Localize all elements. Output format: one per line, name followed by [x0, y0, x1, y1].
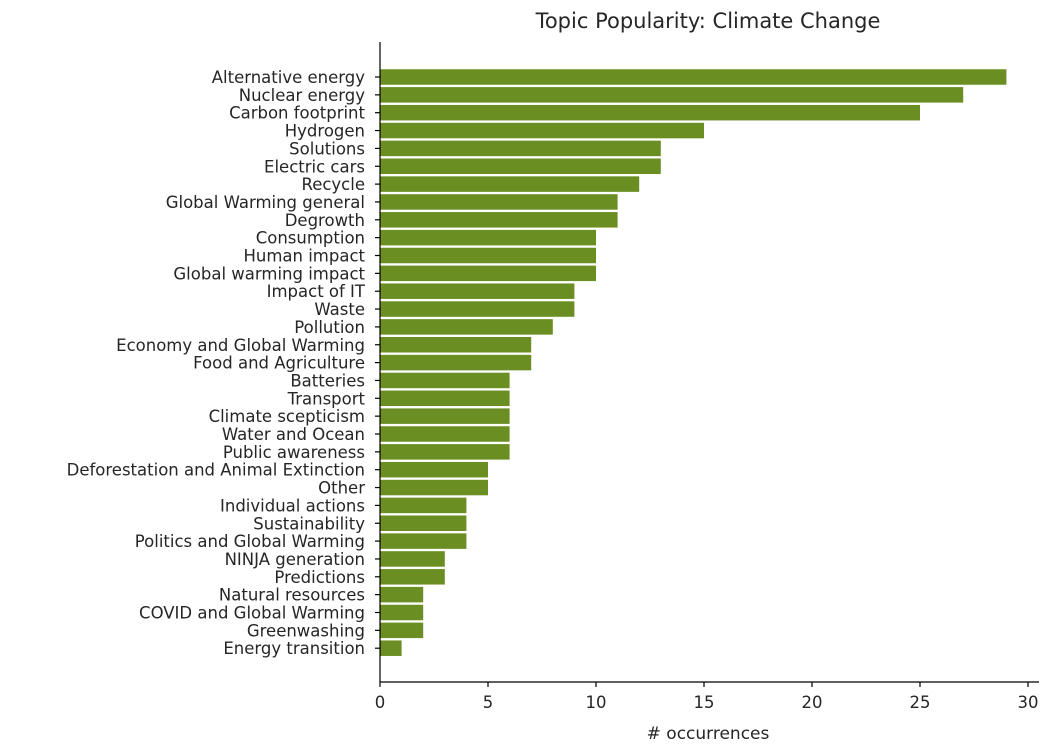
bar [380, 372, 510, 389]
bar [380, 122, 704, 139]
y-tick-label: Carbon footprint [229, 104, 365, 123]
bar [380, 140, 661, 157]
y-tick-label: COVID and Global Warming [139, 604, 365, 623]
y-tick-label: Impact of IT [267, 282, 366, 301]
chart-title: Topic Popularity: Climate Change [535, 9, 881, 33]
bar [380, 461, 488, 478]
bar [380, 408, 510, 424]
bar [380, 69, 1007, 85]
y-tick-label: Waste [314, 300, 365, 319]
bar [380, 426, 510, 442]
y-tick-label: Energy transition [223, 639, 365, 658]
y-tick-label: Alternative energy [212, 68, 365, 87]
bar [380, 479, 488, 496]
y-tick-label: Individual actions [220, 496, 365, 515]
bar [380, 622, 424, 639]
bar [380, 283, 575, 299]
bar [380, 212, 618, 228]
bar [380, 444, 510, 460]
y-tick-label: Human impact [243, 247, 365, 266]
x-tick-label: 20 [802, 693, 823, 712]
bar [380, 158, 661, 174]
y-tick-label: Natural resources [219, 586, 365, 605]
x-axis-ticks: 0 5 10 15 20 25 30 [375, 682, 1039, 712]
y-tick-label: Global Warming general [166, 193, 365, 212]
y-tick-label: Public awareness [223, 443, 365, 462]
y-tick-label: Other [318, 479, 365, 498]
y-tick-label: Electric cars [264, 157, 365, 176]
bar [380, 569, 445, 585]
x-tick-label: 10 [586, 693, 607, 712]
bar [380, 586, 424, 603]
bar [380, 337, 532, 353]
bar [380, 301, 575, 317]
bars-group [380, 69, 1007, 656]
bar [380, 265, 596, 282]
y-tick-label: Hydrogen [285, 122, 365, 141]
x-tick-label: 15 [694, 693, 715, 712]
bar [380, 176, 640, 192]
bar [380, 390, 510, 407]
y-tick-label: Politics and Global Warming [135, 532, 365, 551]
bar [380, 104, 920, 121]
y-tick-label: NINJA generation [225, 550, 365, 569]
bar [380, 319, 553, 335]
y-tick-label: Recycle [301, 175, 365, 194]
y-tick-label: Deforestation and Animal Extinction [67, 461, 365, 480]
y-tick-label: Batteries [290, 371, 365, 390]
y-tick-label: Food and Agriculture [193, 354, 365, 373]
x-tick-label: 25 [910, 693, 931, 712]
x-tick-label: 30 [1018, 693, 1039, 712]
bar [380, 87, 964, 103]
y-tick-label: Consumption [256, 229, 365, 248]
bar [380, 247, 596, 264]
bar [380, 515, 467, 531]
y-tick-label: Pollution [294, 318, 365, 337]
y-tick-label: Climate scepticism [209, 407, 365, 426]
x-tick-label: 5 [483, 693, 494, 712]
bar [380, 551, 445, 567]
x-axis-label: # occurrences [647, 724, 770, 744]
bar [380, 354, 532, 371]
bar [380, 194, 618, 210]
y-tick-label: Degrowth [285, 211, 365, 230]
y-tick-label: Solutions [289, 139, 365, 158]
y-tick-label: Predictions [274, 568, 365, 587]
y-tick-label: Sustainability [253, 514, 365, 533]
y-tick-label: Water and Ocean [222, 425, 365, 444]
bar [380, 533, 467, 549]
bar [380, 229, 596, 246]
y-tick-label: Transport [287, 389, 366, 408]
y-tick-label: Greenwashing [247, 621, 365, 640]
y-tick-label: Global warming impact [173, 264, 365, 283]
x-tick-label: 0 [375, 693, 386, 712]
bar [380, 497, 467, 514]
y-tick-label: Nuclear energy [239, 86, 365, 105]
bar [380, 604, 424, 621]
bar [380, 640, 402, 656]
y-tick-label: Economy and Global Warming [116, 336, 365, 355]
